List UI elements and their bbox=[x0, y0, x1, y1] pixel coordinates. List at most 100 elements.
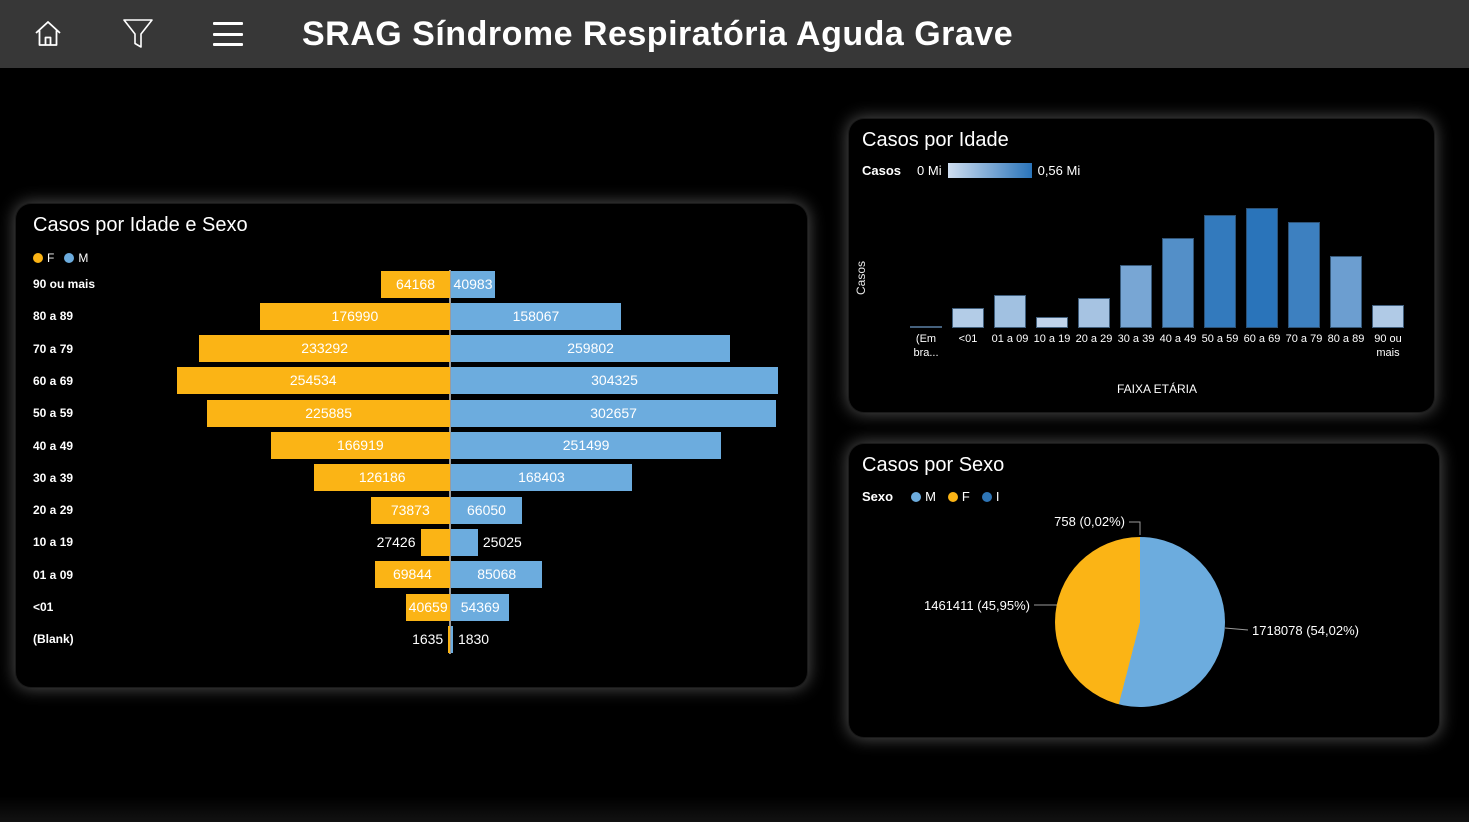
center-axis-line bbox=[449, 270, 451, 654]
home-icon[interactable] bbox=[32, 18, 64, 50]
menu-icon[interactable] bbox=[212, 22, 244, 46]
category-label: 30 a 39 bbox=[33, 470, 74, 485]
bar-female[interactable] bbox=[207, 399, 450, 427]
x-tick-label: 50 a 59 bbox=[1201, 333, 1239, 345]
tornado-row: 20 a 29 bbox=[33, 494, 790, 526]
bar-female[interactable] bbox=[270, 432, 450, 459]
menu-bar bbox=[213, 32, 243, 36]
age-bar[interactable] bbox=[1288, 222, 1320, 328]
bar-male[interactable] bbox=[451, 270, 496, 298]
value-label-male: 302657 bbox=[590, 404, 637, 421]
panel-casos-por-idade: Casos por Idade Casos 0 Mi 0,56 Mi Casos… bbox=[848, 118, 1435, 413]
age-bar[interactable] bbox=[910, 326, 942, 328]
legend-dot-indeterminate bbox=[981, 491, 992, 502]
legend-item-f[interactable]: F bbox=[33, 251, 54, 265]
chart-title: Casos por Idade e Sexo bbox=[33, 214, 248, 236]
legend-label: I bbox=[995, 489, 1000, 504]
bar-male[interactable] bbox=[451, 302, 621, 330]
tornado-chart: 90 ou mais 80 a 89 70 a 79 60 a 69 50 a 59 40… bbox=[33, 268, 790, 656]
bar-female[interactable] bbox=[259, 302, 450, 330]
bar-female[interactable] bbox=[381, 270, 450, 298]
age-bar[interactable] bbox=[1036, 316, 1068, 328]
panel-casos-por-idade-e-sexo: Casos por Idade e Sexo F M 90 ou mais 80 … bbox=[15, 203, 808, 688]
bar-female[interactable] bbox=[314, 464, 450, 492]
value-label-female: 166919 bbox=[336, 437, 384, 453]
x-tick-label: 40 a 49 bbox=[1159, 333, 1197, 345]
pie-label-i: 758 (0,02%) bbox=[1054, 514, 1125, 529]
value-label-female: 233292 bbox=[301, 340, 348, 357]
tornado-plot: 64168 40983 176990 158067 233292 259802 254534… bbox=[118, 268, 790, 656]
bar-male[interactable] bbox=[451, 399, 777, 427]
pie-label-m: 1718078 (54,02%) bbox=[1252, 623, 1359, 638]
value-label-female: 126186 bbox=[358, 469, 406, 486]
category-label: 20 a 29 bbox=[33, 503, 74, 518]
age-bar[interactable] bbox=[1372, 305, 1404, 328]
legend-item-m[interactable]: M bbox=[911, 489, 936, 504]
value-label-male: 66050 bbox=[467, 501, 506, 518]
tornado-row: (Blank) bbox=[33, 623, 790, 655]
value-label-male: 85068 bbox=[477, 566, 517, 583]
value-label-female: 176990 bbox=[331, 307, 379, 324]
category-label: <01 bbox=[33, 600, 54, 614]
legend-min-label: 0 Mi bbox=[917, 163, 942, 178]
bar-female[interactable] bbox=[199, 335, 450, 363]
age-bar[interactable] bbox=[994, 294, 1026, 328]
bar-female[interactable] bbox=[176, 367, 450, 395]
x-tick-label: 60 a 69 bbox=[1243, 333, 1281, 345]
app-header: SRAG Síndrome Respiratória Aguda Grave bbox=[0, 0, 1469, 68]
chart-title: Casos por Idade bbox=[862, 129, 1009, 151]
bar-male[interactable] bbox=[451, 335, 731, 363]
legend: F M bbox=[33, 251, 88, 265]
x-tick-label: <01 bbox=[958, 333, 978, 345]
bar-male[interactable] bbox=[451, 528, 478, 556]
pie-label-f: 1461411 (45,95%) bbox=[923, 598, 1030, 613]
bar-female[interactable] bbox=[448, 625, 450, 653]
bar-male[interactable] bbox=[451, 464, 632, 492]
value-label-male: 259802 bbox=[567, 340, 614, 357]
bar-male[interactable] bbox=[451, 367, 778, 395]
value-label-female: 254534 bbox=[289, 372, 337, 389]
bar-male[interactable] bbox=[451, 625, 453, 653]
panel-casos-por-sexo: Casos por Sexo Sexo M F I 758 (0,02%) 14… bbox=[848, 443, 1440, 738]
legend-max-label: 0,56 Mi bbox=[1037, 163, 1081, 178]
bar-female[interactable] bbox=[370, 496, 450, 524]
age-bar[interactable] bbox=[952, 307, 984, 328]
legend-title: Casos bbox=[862, 163, 902, 178]
gradient-legend-bar bbox=[947, 163, 1032, 178]
column-chart bbox=[905, 208, 1409, 328]
tornado-row: 01 a 09 bbox=[33, 559, 790, 591]
legend-title: Sexo bbox=[862, 489, 894, 504]
age-bar[interactable] bbox=[1246, 208, 1278, 328]
age-bar[interactable] bbox=[1078, 297, 1110, 328]
bar-male[interactable] bbox=[451, 561, 543, 589]
bar-female[interactable] bbox=[420, 528, 450, 556]
category-label: 90 ou mais bbox=[33, 277, 96, 291]
bar-female[interactable] bbox=[374, 561, 450, 589]
tornado-row: 30 a 39 bbox=[33, 462, 790, 494]
tornado-row: 60 a 69 bbox=[33, 365, 790, 397]
age-bar[interactable] bbox=[1162, 238, 1194, 328]
legend-item-i[interactable]: I bbox=[981, 489, 1000, 504]
x-tick-label: 10 a 19 bbox=[1033, 333, 1071, 345]
bar-male[interactable] bbox=[451, 496, 522, 524]
filter-icon[interactable] bbox=[120, 16, 156, 52]
age-bar[interactable] bbox=[1330, 256, 1362, 328]
legend-dot-male bbox=[64, 253, 75, 263]
menu-bar bbox=[213, 43, 243, 46]
legend-item-m[interactable]: M bbox=[64, 251, 88, 265]
value-label-male: 25025 bbox=[482, 533, 522, 550]
bar-male[interactable] bbox=[451, 432, 722, 459]
value-label-female: 40659 bbox=[408, 598, 448, 615]
value-label-male: 54369 bbox=[460, 598, 500, 615]
age-bar[interactable] bbox=[1204, 214, 1236, 328]
legend-dot-female bbox=[947, 491, 958, 502]
value-label-male: 158067 bbox=[512, 307, 560, 324]
legend-item-f[interactable]: F bbox=[947, 489, 970, 504]
value-label-female: 1635 bbox=[412, 630, 444, 647]
bar-female[interactable] bbox=[406, 593, 450, 621]
bar-male[interactable] bbox=[451, 593, 510, 621]
age-bar[interactable] bbox=[1120, 264, 1152, 328]
pie-chart[interactable] bbox=[1055, 537, 1225, 707]
legend-dot-male bbox=[911, 491, 922, 502]
legend: Sexo M F I bbox=[862, 489, 1000, 504]
